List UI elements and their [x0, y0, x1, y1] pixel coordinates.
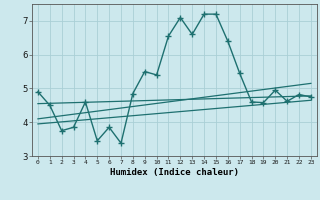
X-axis label: Humidex (Indice chaleur): Humidex (Indice chaleur)	[110, 168, 239, 177]
